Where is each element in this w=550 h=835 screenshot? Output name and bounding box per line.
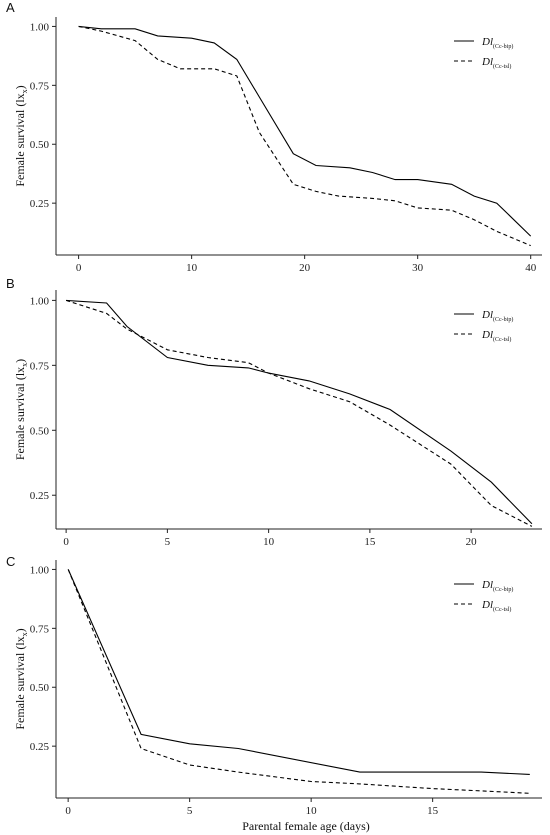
legend-label: Dl(Cc-tsl) [481,329,511,343]
legend-label: Dl(Cc-tsl) [481,599,511,613]
x-tick-label: 10 [186,262,198,274]
x-tick-label: 10 [306,805,318,817]
panel-label: A [6,0,15,15]
x-tick-label: 0 [63,536,69,548]
series-line-bip [67,569,530,775]
x-tick-label: 15 [364,536,376,548]
y-tick-label: 0.75 [30,80,50,92]
legend-label: Dl(Cc-bip) [481,579,513,593]
x-tick-label: 5 [187,805,193,817]
x-tick-label: 5 [165,536,171,548]
y-tick-label: 0.75 [30,623,50,635]
series-line-bip [78,25,532,237]
x-tick-label: 40 [525,262,537,274]
y-tick-label: 1.00 [30,21,50,33]
y-tick-label: 0.50 [30,139,50,151]
panel-b: B 0.25 0.50 0.75 1.00 0 5 10 15 20 Female survival… [6,276,542,548]
legend-label: Dl(Cc-tsl) [481,56,511,70]
x-tick-label: 20 [466,536,478,548]
x-tick-label: 30 [412,262,424,274]
legend-label: Dl(Cc-bip) [481,36,513,50]
y-tick-label: 0.50 [30,682,50,694]
x-tick-label: 10 [263,536,275,548]
y-axis-title: Female survival (lxx) [13,85,29,186]
x-tick-label: 0 [65,805,71,817]
y-tick-label: 1.00 [30,564,50,576]
series-line-tsl [65,299,533,527]
x-tick-label: 15 [427,805,439,817]
series-line-tsl [67,569,530,794]
y-tick-label: 0.25 [30,741,50,753]
y-tick-label: 0.75 [30,360,50,372]
y-axis-title: Female survival (lxx) [13,359,29,460]
x-axis-title: Parental female age (days) [242,819,370,833]
x-tick-label: 20 [299,262,311,274]
x-tick-label: 0 [76,262,82,274]
y-tick-label: 1.00 [30,295,50,307]
series-line-tsl [78,25,531,247]
y-tick-label: 0.25 [30,198,50,210]
panel-label: B [6,276,15,291]
y-tick-label: 0.50 [30,425,50,437]
panel-c: C 0.25 0.50 0.75 1.00 0 5 10 15 Female survival (… [6,554,542,817]
y-axis-title: Female survival (lxx) [13,628,29,729]
y-tick-label: 0.25 [30,490,50,502]
panel-a: A 0.25 0.50 0.75 1.00 0 10 20 30 40 Female surviva… [6,0,542,274]
legend-label: Dl(Cc-bip) [481,309,513,323]
panel-label: C [6,554,15,569]
